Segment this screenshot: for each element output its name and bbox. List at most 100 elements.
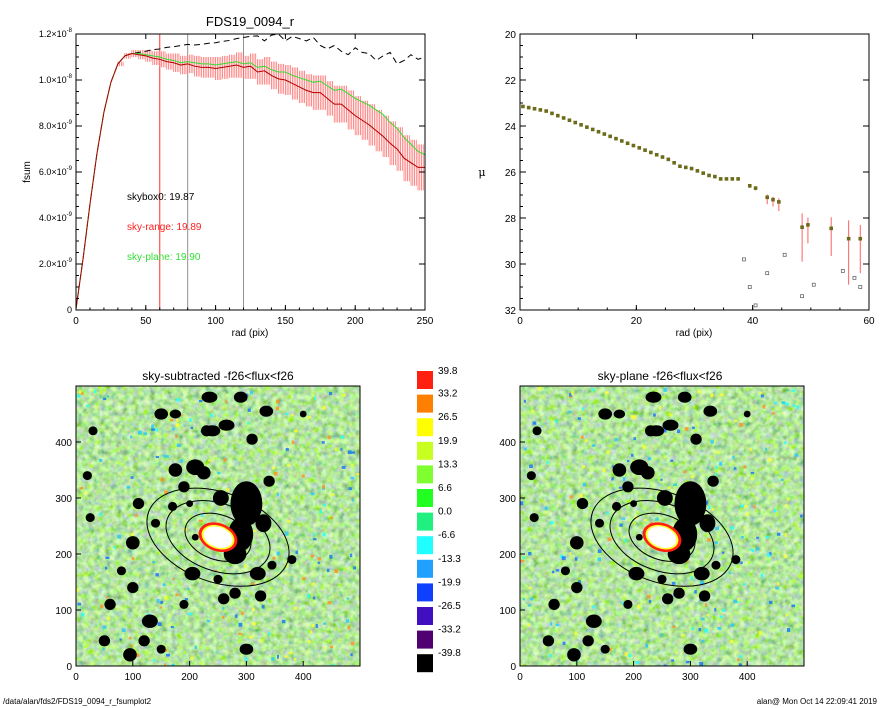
mu-point [643, 148, 647, 152]
image-speckle [293, 658, 297, 661]
mask-blob [612, 463, 627, 477]
image-speckle [562, 641, 566, 645]
image-speckle [532, 421, 537, 425]
image-speckle [238, 622, 243, 627]
colorbar-swatch [417, 465, 433, 484]
mask-blob [233, 391, 248, 403]
image-speckle [323, 622, 327, 625]
image-speckle [155, 456, 160, 459]
image-speckle [569, 395, 573, 398]
image-speckle [152, 659, 156, 662]
image-speckle [103, 625, 107, 629]
image-speckle [561, 556, 566, 561]
annotation-skybox0: skybox0: 19.87 [127, 192, 195, 203]
image-speckle [743, 583, 747, 586]
image-speckle [160, 601, 164, 604]
image-speckle [537, 387, 541, 391]
image-speckle [710, 440, 714, 444]
image-speckle [107, 395, 110, 398]
mask-blob [743, 410, 751, 418]
mu-point [556, 113, 560, 118]
footer-timestamp: alan@ Mon Oct 14 22:09:41 2019 [756, 697, 877, 706]
image-speckle [660, 633, 664, 637]
image-speckle [607, 537, 612, 542]
image-speckle [130, 435, 133, 439]
image-speckle [645, 643, 649, 648]
mask-blob [542, 635, 555, 647]
image-speckle [771, 412, 776, 415]
image-speckle [670, 413, 673, 417]
image-speckle [356, 473, 360, 476]
fsum-x-tick-label: 100 [207, 316, 224, 327]
fsum-y-tick-label: 4.0×10-9 [39, 212, 73, 223]
image-speckle [102, 647, 105, 650]
image-speckle [527, 623, 531, 627]
image-speckle [777, 582, 780, 586]
image-speckle [349, 553, 353, 558]
image-speckle [319, 509, 322, 514]
image-y-tick-label: 300 [55, 494, 72, 505]
image-speckle [591, 444, 596, 447]
image-speckle [307, 640, 311, 644]
image-speckle [323, 503, 327, 507]
image-speckle [635, 660, 640, 665]
image-speckle [672, 498, 676, 502]
image-speckle [759, 392, 762, 395]
mask-blob [249, 566, 266, 581]
image-speckle [637, 604, 641, 609]
image-speckle [522, 556, 526, 559]
mask-blob [662, 593, 674, 605]
image-speckle [322, 485, 325, 489]
mu-point [649, 150, 653, 155]
mask-blob [585, 614, 602, 628]
image-speckle [311, 593, 314, 598]
image-speckle [574, 557, 578, 561]
image-speckle [686, 660, 690, 664]
image-speckle [351, 464, 354, 468]
image-speckle [307, 629, 311, 632]
mu-point [619, 139, 624, 143]
colorbar-swatch [417, 512, 433, 531]
fsum-x-tick-label: 150 [277, 316, 294, 327]
image-speckle [269, 587, 274, 590]
image-speckle [284, 655, 288, 658]
image-speckle [251, 622, 256, 626]
image-speckle [647, 456, 651, 461]
mask-blob [576, 498, 589, 510]
image-speckle [750, 588, 754, 591]
image-speckle [114, 449, 118, 452]
image-speckle [760, 573, 764, 578]
image-speckle [529, 464, 533, 469]
image-speckle [520, 559, 525, 563]
image-speckle [736, 564, 741, 568]
image-speckle [315, 624, 318, 628]
image-speckle [99, 389, 104, 394]
image-speckle [317, 557, 322, 561]
image-speckle [103, 397, 107, 401]
image-speckle [134, 514, 138, 517]
image-speckle [710, 393, 714, 398]
image-speckle [658, 406, 662, 410]
image-speckle [574, 631, 578, 636]
mu-point [846, 236, 851, 241]
mask-blob [657, 574, 667, 584]
mask-blob [98, 635, 111, 647]
image-speckle [714, 541, 718, 545]
image-speckle [697, 389, 702, 394]
image-speckle [750, 477, 754, 481]
image-speckle [781, 401, 786, 404]
image-speckle [276, 654, 279, 659]
image-speckle [238, 639, 242, 644]
mu-x-tick-label: 60 [863, 316, 875, 327]
image-speckle [734, 467, 737, 470]
mask-blob [594, 518, 605, 528]
image-speckle [704, 628, 709, 633]
image-speckle [549, 520, 554, 525]
image-speckle [170, 419, 174, 422]
image-speckle [798, 574, 803, 579]
mask-blob [683, 643, 698, 655]
mu-point [579, 123, 583, 127]
mask-blob [582, 635, 594, 647]
image-speckle [683, 470, 687, 474]
image-speckle [648, 599, 652, 604]
